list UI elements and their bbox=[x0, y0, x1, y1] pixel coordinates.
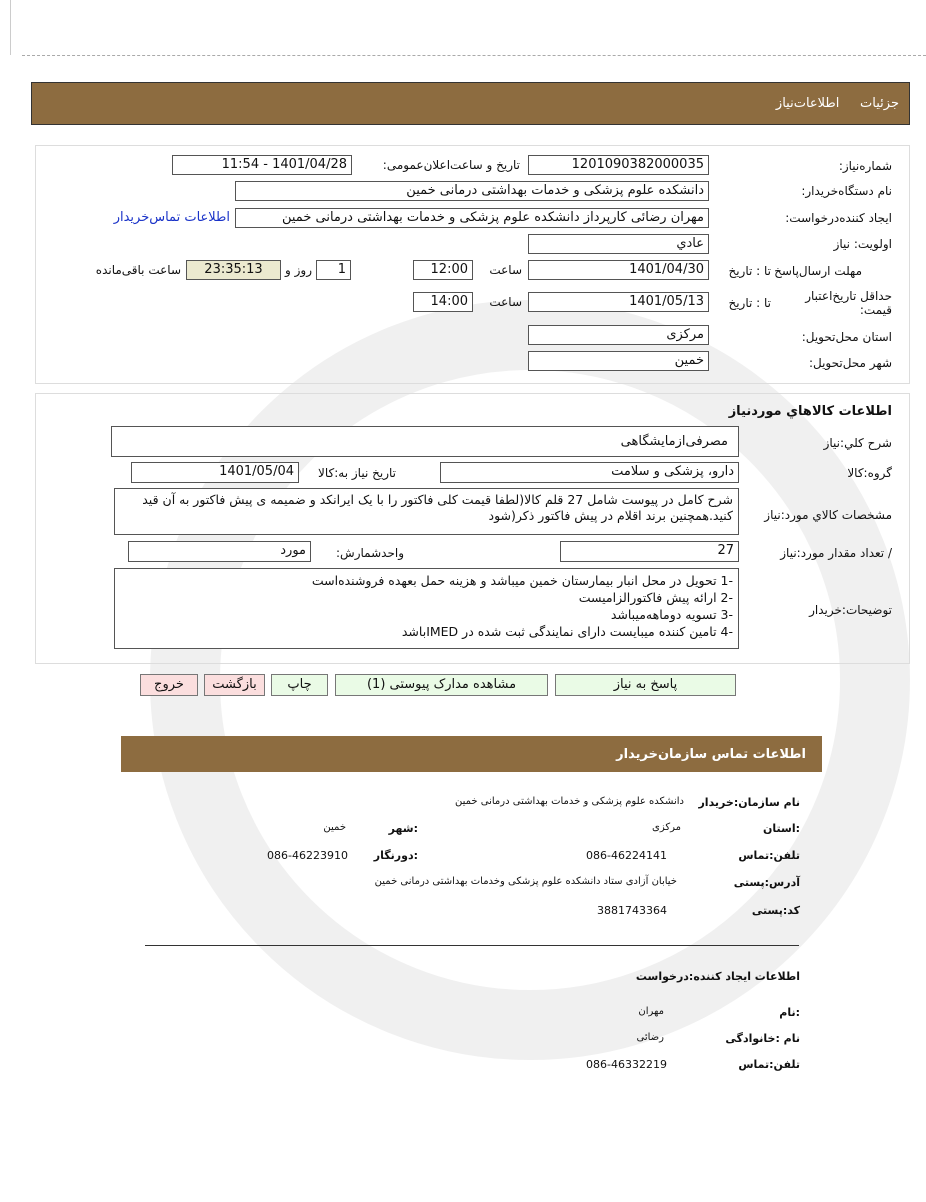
need-panel bbox=[35, 145, 910, 384]
goods-spec-field: شرح کامل در پیوست شامل 27 قلم کالا(لطفا … bbox=[114, 488, 739, 535]
days-field: 1 bbox=[316, 260, 351, 280]
note-line: -3 تسویه دوماهه‌میباشد bbox=[610, 607, 733, 622]
section-title: اطلاعات کالاهاي موردنیاز bbox=[728, 404, 892, 419]
label: ساعت باقی‌مانده bbox=[95, 263, 181, 277]
label: گروه‌:کالا bbox=[847, 466, 892, 480]
label: تاریخ و ساعت‌اعلان‌عمومی: bbox=[382, 158, 520, 172]
buyer-field: دانشکده علوم پزشکی و خدمات بهداشتی درمان… bbox=[235, 181, 709, 201]
divider bbox=[22, 55, 926, 56]
general-description-field: مصرفی‌ازمایشگاهی bbox=[111, 426, 739, 457]
deadline-time-field: 12:00 bbox=[413, 260, 473, 280]
reply-button[interactable]: پاسخ به نیاز bbox=[555, 674, 736, 696]
label: مهلت ارسال‌پاسخ bbox=[774, 264, 862, 278]
label: :نام bbox=[779, 1006, 800, 1019]
exit-button[interactable]: خروج bbox=[140, 674, 198, 696]
label: حداقل تاریخ‌اعتبار قیمت: bbox=[805, 289, 892, 317]
goods-group-field: دارو، پزشکی و سلامت bbox=[440, 462, 739, 483]
label: واحد‌شمارش: bbox=[336, 546, 404, 560]
label: توضیحات:خریدار bbox=[809, 603, 892, 617]
phone-value: 086-46224141 bbox=[586, 849, 667, 862]
contact-section-header: اطلاعات تماس سازمان‌خریدار bbox=[121, 736, 822, 772]
remaining-time-field: 23:35:13 bbox=[186, 260, 281, 280]
fax-value: 086-46223910 bbox=[267, 849, 348, 862]
creator-field: مهران رضائی کارپرداز دانشکده علوم پزشکی … bbox=[235, 208, 709, 228]
label: ساعت bbox=[489, 263, 522, 277]
label: تاریخ نیاز به‌:کالا bbox=[318, 466, 396, 480]
announce-date-field: 1401/04/28 - 11:54 bbox=[172, 155, 352, 175]
label: نام :خانوادگی bbox=[725, 1032, 800, 1045]
label: تا : تاریخ bbox=[728, 296, 771, 310]
creator-section-title: اطلاعات ایجاد کننده:درخواست bbox=[635, 970, 800, 983]
city-field: خمین bbox=[528, 351, 709, 371]
label: تا : تاریخ bbox=[728, 264, 771, 278]
buyer-notes-field: -1 تحویل در محل انبار بیمارستان خمین میب… bbox=[114, 568, 739, 649]
validity-time-field: 14:00 bbox=[413, 292, 473, 312]
label: کد:پستی bbox=[751, 904, 800, 917]
label: نام دستگاه‌خریدار: bbox=[801, 184, 892, 198]
label: شهر محل‌تحویل: bbox=[808, 356, 892, 370]
back-button[interactable]: بازگشت bbox=[204, 674, 265, 696]
note-line: -4 تامین کننده میبایست دارای نمایندگی ثب… bbox=[401, 624, 733, 639]
label: روز و bbox=[285, 263, 312, 277]
label: :دورنگار bbox=[373, 849, 418, 862]
page-header: جزئیات اطلاعات‌نیاز bbox=[31, 82, 910, 125]
label: شماره‌نیاز: bbox=[838, 159, 892, 173]
label: تلفن:تماس bbox=[738, 849, 800, 862]
province-value: مرکزی bbox=[652, 822, 681, 833]
unit-field: مورد bbox=[128, 541, 311, 562]
view-attachments-button[interactable]: مشاهده مدارک پیوستی (1) bbox=[335, 674, 548, 696]
province-field: مرکزی bbox=[528, 325, 709, 345]
label: ایجاد کننده‌درخواست: bbox=[785, 211, 892, 225]
buyer-contact-link[interactable]: اطلاعات تماس‌خریدار bbox=[113, 210, 230, 225]
priority-field: عادي bbox=[528, 234, 709, 254]
need-number-field: 1201090382000035 bbox=[528, 155, 709, 175]
divider bbox=[10, 0, 11, 55]
label: / تعداد مقدار مورد:نیاز bbox=[780, 546, 892, 560]
org-name-value: دانشکده علوم پزشکی و خدمات بهداشتی درمان… bbox=[455, 796, 684, 807]
label: اولویت: نیاز bbox=[833, 237, 892, 251]
creator-phone-value: 086-46332219 bbox=[586, 1058, 667, 1071]
divider bbox=[145, 945, 799, 946]
deadline-date-field: 1401/04/30 bbox=[528, 260, 709, 280]
label: نام سازمان:خریدار bbox=[698, 796, 800, 809]
note-line: -2 ارائه پیش فاکتورالزامیست bbox=[578, 590, 733, 605]
creator-name-value: مهران bbox=[638, 1006, 664, 1017]
validity-date-field: 1401/05/13 bbox=[528, 292, 709, 312]
print-button[interactable]: چاپ bbox=[271, 674, 328, 696]
tab-details[interactable]: جزئیات bbox=[860, 96, 899, 111]
creator-family-value: رضائی bbox=[636, 1032, 665, 1043]
goods-panel bbox=[35, 393, 910, 664]
address-value: خیابان آزادی ستاد دانشکده علوم پزشکی وخد… bbox=[374, 876, 677, 887]
tab-need-info[interactable]: اطلاعات‌نیاز bbox=[775, 96, 840, 111]
label: استان محل‌تحویل: bbox=[801, 330, 892, 344]
label: شرح کلي:نیاز bbox=[823, 436, 892, 450]
quantity-field: 27 bbox=[560, 541, 739, 562]
label: :شهر bbox=[388, 822, 418, 835]
note-line: -1 تحویل در محل انبار بیمارستان خمین میب… bbox=[311, 573, 733, 588]
city-value: خمین bbox=[323, 822, 346, 833]
label: آدرس:پستی bbox=[733, 876, 800, 889]
label: تلفن:تماس bbox=[738, 1058, 800, 1071]
postal-code-value: 3881743364 bbox=[597, 904, 667, 917]
label: ساعت bbox=[489, 295, 522, 309]
need-date-field: 1401/05/04 bbox=[131, 462, 299, 483]
label: مشخصات کالاي مورد:نیاز bbox=[764, 508, 892, 522]
label: :استان bbox=[763, 822, 800, 835]
